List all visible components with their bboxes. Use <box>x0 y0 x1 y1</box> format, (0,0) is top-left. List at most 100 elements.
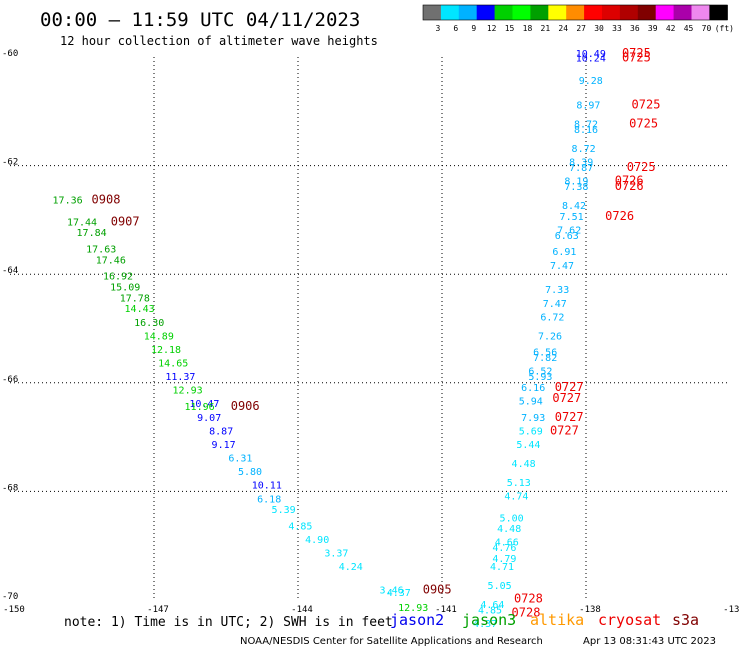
swh-label: 4.64 <box>480 600 504 611</box>
time-label: 0726 <box>615 174 644 188</box>
satellite-legend-item: s3a <box>672 611 699 629</box>
swh-label: 12.93 <box>173 386 203 397</box>
time-label: 0728 <box>512 605 541 619</box>
swh-label: 8.39 <box>569 158 593 169</box>
swh-label: 7.33 <box>545 285 569 296</box>
colorbar-swatch <box>637 5 657 20</box>
swh-label: 17.63 <box>86 244 116 255</box>
footer-timestamp: Apr 13 08:31:43 UTC 2023 <box>583 636 716 647</box>
colorbar-label: 33 <box>612 24 622 33</box>
swh-label: 4.85 <box>478 606 502 617</box>
satellite-legend: jason2 jason3 altika cryosat s3a <box>390 611 699 629</box>
time-label: 0725 <box>622 50 651 64</box>
swh-label: 4.85 <box>288 521 312 532</box>
time-label: 0725 <box>629 117 658 131</box>
x-tick-label: -150 <box>3 605 25 615</box>
x-tick-label: -135 <box>723 605 740 615</box>
colorbar-label: (ft) <box>715 24 734 33</box>
colorbar-label: 9 <box>471 24 476 33</box>
time-label: 0727 <box>550 423 579 437</box>
time-label: 0728 <box>514 592 543 606</box>
y-tick-label: -64 <box>2 266 18 276</box>
swh-label: 4.24 <box>339 562 363 573</box>
swh-label: 5.69 <box>519 426 543 437</box>
time-label: 0726 <box>605 209 634 223</box>
axis-ticks: -150 -147 -144 -141 -138 -135 -60 -62 -64 -66 -68 -… <box>2 49 740 615</box>
swh-label: 16.92 <box>103 272 133 283</box>
swh-label: 15.09 <box>110 282 140 293</box>
swh-label: 4.90 <box>305 535 329 546</box>
colorbar-label: 45 <box>684 24 694 33</box>
swh-label: 4.79 <box>492 554 516 565</box>
swh-label: 11.37 <box>165 372 195 383</box>
colorbar-label: 24 <box>558 24 568 33</box>
colorbar-label: 21 <box>541 24 551 33</box>
swh-label: 6.16 <box>521 383 545 394</box>
swh-label: 5.44 <box>516 440 540 451</box>
satellite-legend-item: cryosat <box>598 611 661 629</box>
time-label: 0727 <box>555 380 584 394</box>
colorbar-swatch <box>512 5 531 20</box>
swh-label: 5.13 <box>507 478 531 489</box>
colorbar-swatch <box>530 5 549 20</box>
swh-label: 6.31 <box>228 454 252 465</box>
time-label: 0906 <box>231 399 260 413</box>
colorbar-swatch <box>673 5 692 20</box>
swh-label: 14.89 <box>144 331 174 342</box>
swh-label: 17.44 <box>67 217 97 228</box>
swh-label: 6.56 <box>533 348 557 359</box>
swh-label: 6.18 <box>257 494 281 505</box>
swh-label: 6.91 <box>552 247 576 258</box>
time-label: 0726 <box>615 179 644 193</box>
swh-label: 8.16 <box>574 125 598 136</box>
colorbar-swatch <box>548 5 567 20</box>
swh-label: 12.93 <box>398 603 428 614</box>
swh-label: 10.11 <box>252 481 282 492</box>
swh-label: 9.17 <box>212 440 236 451</box>
swh-label: 7.47 <box>543 299 567 310</box>
time-label: 0908 <box>92 193 121 207</box>
swh-label: 8.97 <box>576 101 600 112</box>
swh-label: 4.76 <box>492 543 516 554</box>
colorbar-label: 12 <box>487 24 497 33</box>
colorbar-label: 18 <box>523 24 533 33</box>
colorbar-swatch <box>584 5 603 20</box>
colorbar-swatch <box>655 5 675 20</box>
time-label: 0727 <box>552 391 581 405</box>
x-tick-label: -141 <box>435 605 457 615</box>
swh-label: 7.87 <box>569 163 593 174</box>
y-tick-label: -70 <box>2 592 18 602</box>
swh-label: 6.52 <box>528 367 552 378</box>
swh-label: 5.93 <box>528 372 552 383</box>
chart-subtitle: 12 hour collection of altimeter wave hei… <box>60 34 378 48</box>
grid <box>10 57 730 600</box>
colorbar-swatch <box>494 5 513 20</box>
swh-label: 10.47 <box>189 399 219 410</box>
swh-label: 4.74 <box>504 492 528 503</box>
swh-label: 7.26 <box>538 331 562 342</box>
chart-title: 00:00 – 11:59 UTC 04/11/2023 <box>40 9 360 31</box>
swh-label: 4.66 <box>495 538 519 549</box>
colorbar-label: 27 <box>576 24 586 33</box>
swh-label: 8.19 <box>564 177 588 188</box>
swh-label: 11.96 <box>185 402 215 413</box>
swh-label: 10.49 <box>576 49 606 60</box>
y-tick-label: -68 <box>2 483 18 493</box>
colorbar-label: 6 <box>453 24 458 33</box>
y-tick-label: -60 <box>2 49 18 59</box>
x-tick-label: -147 <box>147 605 169 615</box>
swh-label: 17.46 <box>96 255 126 266</box>
time-label: 0727 <box>555 410 584 424</box>
satellite-legend-item: jason3 <box>462 611 516 629</box>
swh-label: 7.62 <box>557 225 581 236</box>
swh-label: 10.24 <box>576 53 606 64</box>
colorbar-swatch <box>566 5 585 20</box>
colorbar-label: 70 <box>702 24 712 33</box>
satellite-legend-item: jason2 <box>390 611 444 629</box>
footer-note: note: 1) Time is in UTC; 2) SWH is in fe… <box>64 615 393 630</box>
colorbar-label: 42 <box>666 24 676 33</box>
colorbar-swatch <box>709 5 728 20</box>
swh-label: 8.72 <box>574 120 598 131</box>
swh-label: 17.36 <box>53 196 83 207</box>
